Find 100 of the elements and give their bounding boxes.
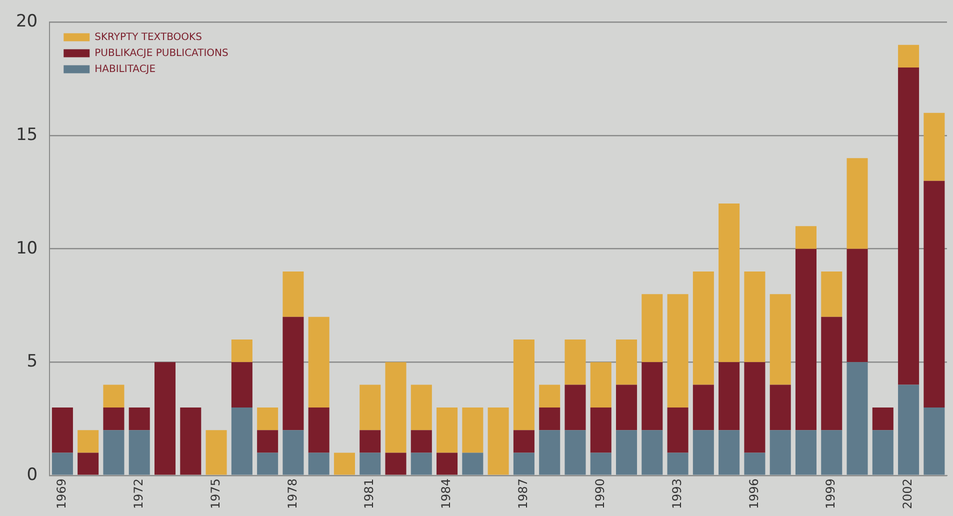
bar <box>282 316 304 430</box>
bar <box>590 362 612 408</box>
bar <box>410 452 432 475</box>
bar <box>257 407 278 430</box>
bar <box>744 452 766 475</box>
x-tick-label: 1972 <box>131 478 146 510</box>
bar <box>795 248 816 430</box>
x-tick-label: 1999 <box>824 478 838 510</box>
bar <box>539 430 560 475</box>
y-tick-label: 0 <box>26 464 38 485</box>
bar <box>770 294 791 385</box>
bar <box>462 407 484 453</box>
bar <box>924 112 945 181</box>
bar <box>821 271 842 317</box>
bar <box>924 180 945 408</box>
bar <box>770 430 791 475</box>
bar <box>898 68 920 385</box>
bar <box>52 452 73 475</box>
bar <box>385 362 406 453</box>
bar <box>616 430 638 475</box>
bar <box>360 452 381 475</box>
bar <box>616 339 638 385</box>
bar <box>334 452 355 475</box>
bar <box>718 362 740 430</box>
bar <box>308 316 330 408</box>
x-tick-label: 1981 <box>362 478 376 510</box>
bar <box>513 339 534 430</box>
bar <box>103 384 124 408</box>
bar <box>257 430 278 453</box>
bar <box>282 430 304 475</box>
x-tick-label: 2002 <box>900 478 915 510</box>
bar <box>410 430 432 453</box>
bar <box>770 384 791 430</box>
bar <box>385 452 406 475</box>
bar <box>821 316 842 430</box>
y-tick-label: 5 <box>26 352 38 372</box>
legend-label: SKRYPTY TEXTBOOKS <box>94 32 202 43</box>
bar <box>718 204 740 362</box>
bar <box>564 339 586 385</box>
bar <box>308 452 330 475</box>
bar <box>539 407 560 430</box>
bar <box>436 407 458 453</box>
bar <box>846 158 868 249</box>
bar <box>795 226 816 249</box>
bar <box>846 248 868 362</box>
bar <box>642 294 663 362</box>
bar <box>642 362 663 430</box>
bar <box>78 430 99 453</box>
bar <box>667 452 688 475</box>
bar <box>821 430 842 475</box>
bar <box>692 271 714 385</box>
bar <box>667 294 688 408</box>
bar <box>898 44 920 68</box>
bar <box>590 407 612 453</box>
legend-label: HABILITACJE <box>94 64 156 75</box>
bar <box>103 430 124 475</box>
bar <box>513 452 534 475</box>
bar <box>539 384 560 408</box>
bar <box>52 407 73 453</box>
y-tick-label: 15 <box>16 124 38 145</box>
bar <box>436 452 458 475</box>
bar <box>590 452 612 475</box>
bar <box>718 430 740 475</box>
bar <box>513 430 534 453</box>
bar <box>103 407 124 430</box>
bar <box>257 452 278 475</box>
bar <box>616 384 638 430</box>
bar <box>462 452 484 475</box>
bar <box>564 384 586 430</box>
x-tick-label: 1993 <box>670 478 684 510</box>
bar <box>78 452 99 475</box>
bar <box>872 407 894 430</box>
bar <box>488 407 509 475</box>
bar <box>360 430 381 453</box>
bar <box>667 407 688 453</box>
bar <box>231 407 252 475</box>
bar <box>564 430 586 475</box>
bar <box>128 407 150 430</box>
y-tick-label: 10 <box>16 238 38 258</box>
bar <box>308 407 330 453</box>
bar <box>846 362 868 475</box>
x-tick-label: 1984 <box>439 478 454 510</box>
bar <box>282 271 304 317</box>
bar <box>872 430 894 475</box>
x-tick-label: 1987 <box>516 478 530 510</box>
bar <box>231 339 252 362</box>
bar <box>410 384 432 430</box>
bar <box>898 384 920 475</box>
x-tick-label: 1975 <box>208 478 222 510</box>
bar <box>206 430 227 475</box>
bar <box>795 430 816 475</box>
x-tick-label: 1978 <box>285 478 300 510</box>
x-tick-label: 1990 <box>592 478 607 510</box>
bar <box>360 384 381 430</box>
bar <box>692 384 714 430</box>
bar <box>180 407 202 475</box>
x-tick-label: 1969 <box>54 478 69 510</box>
bar <box>744 271 766 362</box>
x-tick-label: 1996 <box>746 478 761 510</box>
legend-label: PUBLIKACJE PUBLICATIONS <box>94 48 228 59</box>
